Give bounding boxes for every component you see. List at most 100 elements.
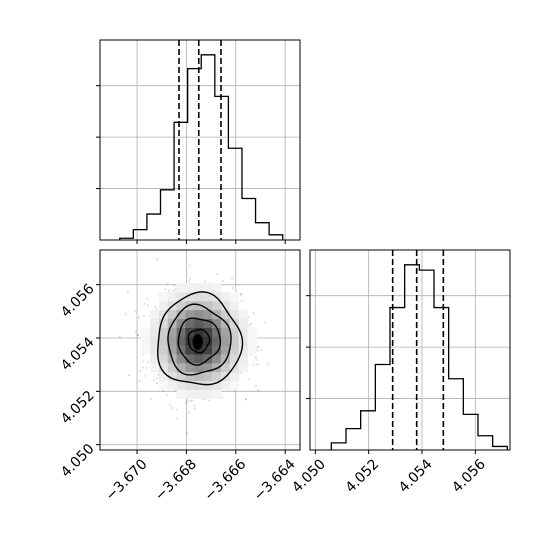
density-cell xyxy=(167,309,178,320)
density-cell xyxy=(150,309,160,320)
scatter-point xyxy=(188,411,191,414)
panel-histogram-right: 4.050 4.052 4.054 4.056 xyxy=(289,249,511,496)
scatter-point xyxy=(165,394,169,397)
density-cell xyxy=(176,353,186,364)
panel-histogram-top xyxy=(96,39,301,244)
density-cell xyxy=(220,336,231,346)
scatter-point xyxy=(244,398,248,401)
scatter-point xyxy=(255,358,258,361)
x-tick-label: −3.664 xyxy=(251,456,299,504)
density-cell xyxy=(150,327,160,337)
density-cell xyxy=(194,291,204,302)
density-cell xyxy=(203,300,213,311)
scatter-point xyxy=(193,404,196,408)
density-cell xyxy=(194,389,204,399)
density-cell xyxy=(220,300,231,311)
scatter-point xyxy=(184,401,188,404)
density-cell xyxy=(176,291,186,302)
scatter-point xyxy=(139,370,142,373)
scatter-point xyxy=(118,335,121,339)
density-cell xyxy=(229,362,240,373)
axes-frame xyxy=(99,249,301,451)
scatter-point xyxy=(156,257,159,261)
density-cell xyxy=(185,336,195,346)
density-cell xyxy=(194,327,204,337)
density-cell xyxy=(212,283,222,293)
density-cell xyxy=(212,327,222,337)
density-cell xyxy=(203,327,213,337)
density-cell xyxy=(141,336,151,346)
density-cell xyxy=(167,345,178,355)
contour-line xyxy=(157,291,244,386)
density-cell xyxy=(212,389,222,399)
density-cell xyxy=(229,345,240,355)
scatter-point xyxy=(245,398,248,401)
density-cell xyxy=(212,362,222,373)
scatter-point xyxy=(259,348,263,352)
scatter-point xyxy=(240,293,243,296)
scatter-point xyxy=(191,399,194,402)
density-cell xyxy=(194,353,204,364)
density-cell xyxy=(176,300,186,311)
scatter-point xyxy=(146,360,149,363)
density-cell xyxy=(203,362,213,373)
density-cell xyxy=(220,309,231,320)
density-cell xyxy=(176,362,186,373)
scatter-point xyxy=(168,289,171,292)
scatter-point xyxy=(141,366,145,369)
density-cell xyxy=(185,380,195,390)
scatter-point xyxy=(146,304,149,307)
density-cell xyxy=(167,327,178,337)
density-cell xyxy=(212,371,222,382)
scatter-point xyxy=(176,417,179,420)
density-cell xyxy=(194,318,204,328)
density-cell xyxy=(194,345,204,355)
scatter-point xyxy=(208,399,211,402)
density-cell xyxy=(247,327,257,337)
scatter-point xyxy=(172,289,176,292)
scatter-point xyxy=(186,399,189,402)
x-tick-label: −3.666 xyxy=(201,456,249,504)
density-cell xyxy=(247,345,257,355)
scatter-point xyxy=(252,364,255,367)
density-cell xyxy=(176,309,186,320)
y-tick-label: 4.052 xyxy=(58,388,98,428)
axes-frame xyxy=(99,39,301,241)
y-tick-label: 4.056 xyxy=(58,281,98,321)
scatter-point xyxy=(250,322,253,325)
scatter-point xyxy=(162,389,165,392)
density-cell xyxy=(158,353,169,364)
scatter-point xyxy=(168,404,172,407)
x-tick-label: −3.668 xyxy=(152,456,200,504)
density-cell xyxy=(167,336,178,346)
density-cell xyxy=(212,291,222,302)
scatter-point xyxy=(134,310,137,313)
scatter-point xyxy=(256,349,259,352)
scatter-point xyxy=(124,313,127,316)
scatter-point xyxy=(126,291,129,294)
scatter-point xyxy=(155,381,159,385)
density-cell xyxy=(212,300,222,311)
y-tick-label: 4.050 xyxy=(58,441,98,481)
density-cell xyxy=(229,380,240,390)
density-cell xyxy=(167,362,178,373)
density-cell xyxy=(150,353,160,364)
density-cell xyxy=(176,371,186,382)
scatter-point xyxy=(155,377,158,380)
scatter-point xyxy=(247,378,250,381)
density-cell xyxy=(238,336,248,346)
scatter-point xyxy=(239,293,242,296)
density-cell xyxy=(176,327,186,337)
scatter-point xyxy=(266,362,270,365)
scatter-point xyxy=(257,345,260,349)
scatter-point xyxy=(263,321,267,324)
density-cell xyxy=(150,336,160,346)
x-tick-label: −3.670 xyxy=(103,456,151,504)
scatter-point xyxy=(137,316,141,319)
density-cell xyxy=(185,371,195,382)
density-cell xyxy=(185,309,195,320)
density-cell xyxy=(212,345,222,355)
density-cell xyxy=(229,336,240,346)
density-cell xyxy=(158,309,169,320)
